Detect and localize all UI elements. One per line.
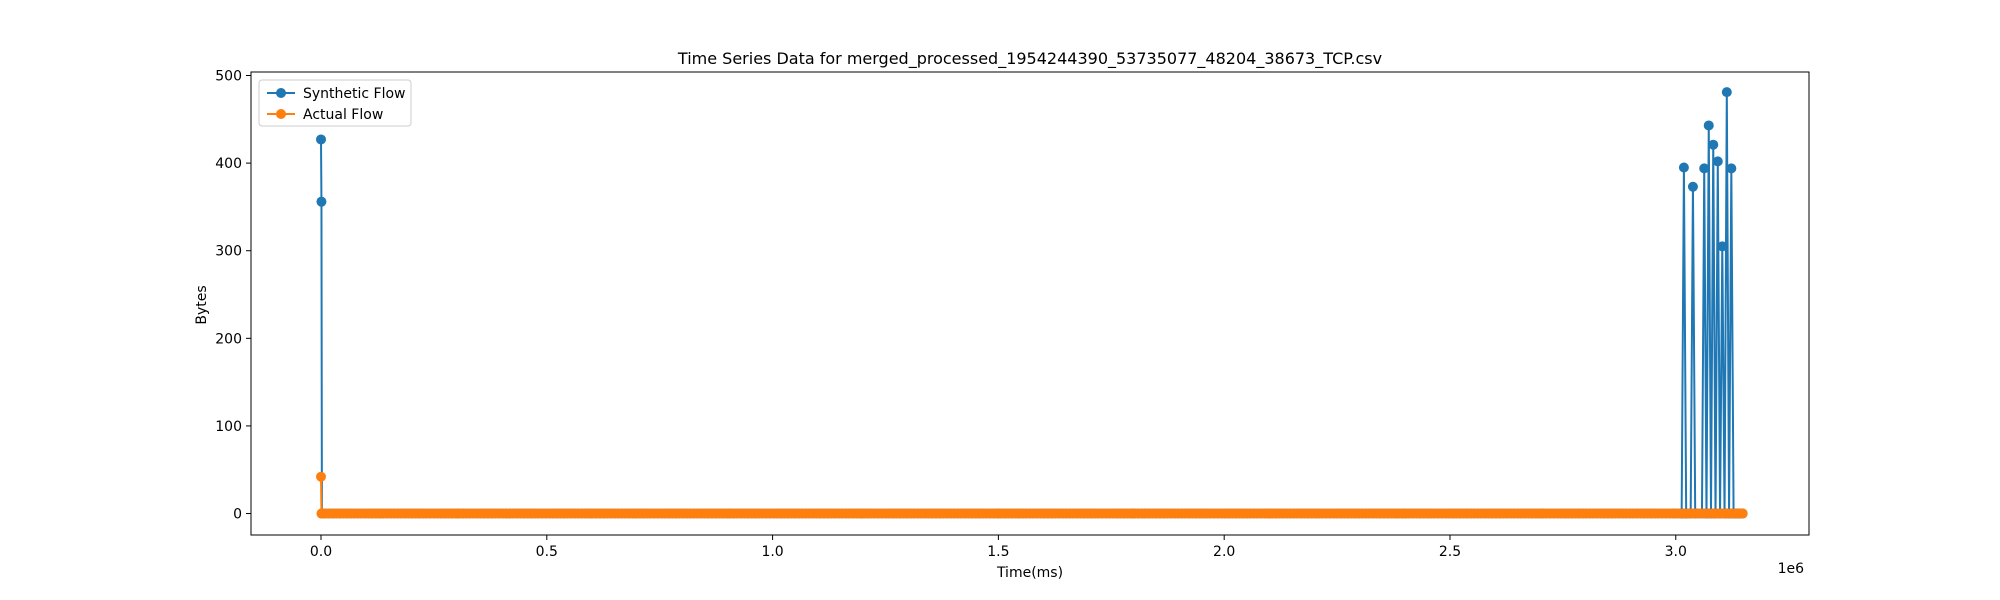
x-tick-label: 2.0 <box>1213 544 1235 560</box>
y-axis-label: Bytes <box>194 285 210 324</box>
legend-label-actual-flow: Actual Flow <box>303 107 383 123</box>
legend-label-synthetic-flow: Synthetic Flow <box>303 86 406 102</box>
synthetic-flow-point <box>1717 241 1728 252</box>
synthetic-flow-point <box>316 134 326 145</box>
actual-flow-point <box>1736 508 1747 519</box>
synthetic-flow-point <box>1703 120 1714 131</box>
x-tick-label: 1.0 <box>761 544 783 560</box>
x-axis-offset-text: 1e6 <box>1778 561 1805 577</box>
synthetic-flow-point <box>1687 181 1698 192</box>
y-tick-label: 100 <box>215 419 242 435</box>
x-tick-label: 0.5 <box>536 544 558 560</box>
synthetic-flow-point <box>316 196 327 207</box>
synthetic-flow-point <box>1726 163 1737 174</box>
x-axis-label: Time(ms) <box>996 565 1063 581</box>
legend-marker-actual-flow <box>276 109 286 119</box>
x-tick-label: 0.0 <box>310 544 332 560</box>
chart-title: Time Series Data for merged_processed_19… <box>677 49 1382 69</box>
axes-frame <box>250 71 1810 536</box>
y-tick-label: 400 <box>215 156 242 172</box>
synthetic-flow-point <box>1678 162 1689 173</box>
y-tick-label: 300 <box>215 244 242 260</box>
legend-box <box>258 79 412 127</box>
legend-marker-synthetic-flow <box>276 88 286 98</box>
synthetic-flow-point <box>1708 139 1719 150</box>
x-tick-label: 3.0 <box>1665 544 1687 560</box>
plot-area: 0.0 0.5 1.0 1.5 2.0 2.5 3.0 0 100 200 300 400 500 Syn… <box>215 69 1810 560</box>
synthetic-flow-point <box>1712 156 1723 167</box>
x-tick-label: 2.5 <box>1439 544 1461 560</box>
legend: Synthetic Flow Actual Flow <box>258 79 412 127</box>
synthetic-flow-point <box>1721 87 1732 98</box>
actual-flow-point <box>316 471 326 482</box>
x-tick-label: 1.5 <box>987 544 1009 560</box>
y-tick-label: 0 <box>233 507 242 523</box>
y-tick-label: 200 <box>215 331 242 347</box>
y-tick-label: 500 <box>215 69 242 85</box>
series-layer <box>316 87 1748 519</box>
synthetic-flow-point <box>1699 163 1710 174</box>
